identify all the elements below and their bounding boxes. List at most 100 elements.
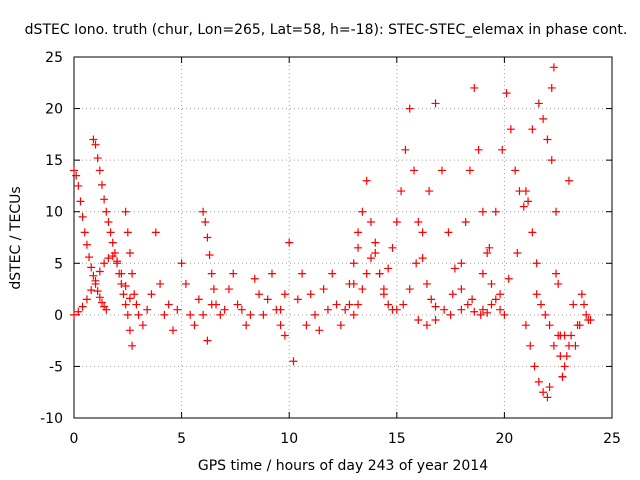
data-point xyxy=(541,310,550,319)
series-7 xyxy=(345,176,397,314)
data-point xyxy=(401,145,410,154)
data-point xyxy=(577,290,586,299)
data-point xyxy=(478,207,487,216)
data-point xyxy=(97,298,106,307)
data-point xyxy=(545,321,554,330)
data-point xyxy=(575,321,584,330)
x-axis-label: GPS time / hours of day 243 of year 2014 xyxy=(198,458,488,474)
data-point xyxy=(220,305,229,314)
data-point xyxy=(306,290,315,299)
series-2 xyxy=(70,252,134,319)
data-point xyxy=(199,207,208,216)
data-point xyxy=(298,269,307,278)
data-point xyxy=(267,269,276,278)
data-point xyxy=(280,290,289,299)
data-point xyxy=(246,310,255,319)
data-point xyxy=(440,305,449,314)
data-point xyxy=(160,310,169,319)
data-point xyxy=(255,290,264,299)
data-point xyxy=(177,259,186,268)
data-point xyxy=(560,362,569,371)
data-point xyxy=(569,300,578,309)
series-11 xyxy=(478,99,573,371)
data-point xyxy=(425,187,434,196)
data-points xyxy=(70,63,595,402)
data-point xyxy=(87,286,96,295)
data-point xyxy=(93,154,102,163)
axis-ticks: 0 5 10 15 20 25 -10 -5 0 5 10 15 20 25 xyxy=(40,50,621,447)
data-point xyxy=(199,310,208,319)
data-point xyxy=(513,248,522,257)
data-point xyxy=(431,302,440,311)
data-point xyxy=(470,307,479,316)
data-point xyxy=(457,305,466,314)
data-point xyxy=(554,279,563,288)
data-point xyxy=(354,228,363,237)
data-point xyxy=(496,305,505,314)
data-point xyxy=(405,285,414,294)
data-point xyxy=(362,269,371,278)
data-point xyxy=(125,248,134,257)
data-point xyxy=(341,305,350,314)
data-point xyxy=(465,166,474,175)
data-point xyxy=(584,316,593,325)
data-point xyxy=(85,253,94,262)
data-point xyxy=(388,243,397,252)
data-point xyxy=(528,228,537,237)
data-point xyxy=(76,197,85,206)
data-point xyxy=(128,341,137,350)
data-point xyxy=(89,135,98,144)
data-point xyxy=(74,307,83,316)
data-point xyxy=(209,285,218,294)
data-point xyxy=(498,145,507,154)
data-point xyxy=(485,243,494,252)
data-point xyxy=(582,310,591,319)
data-point xyxy=(392,218,401,227)
data-point xyxy=(168,326,177,335)
series-4 xyxy=(199,207,289,330)
data-point xyxy=(532,290,541,299)
data-point xyxy=(190,321,199,330)
data-point xyxy=(412,259,421,268)
data-point xyxy=(102,207,111,216)
data-point xyxy=(366,218,375,227)
data-point xyxy=(315,326,324,335)
data-point xyxy=(125,326,134,335)
data-point xyxy=(371,238,380,247)
data-point xyxy=(285,238,294,247)
x-tick-label: 0 xyxy=(70,431,79,447)
data-point xyxy=(91,140,100,149)
data-point xyxy=(358,207,367,216)
data-point xyxy=(212,300,221,309)
data-point xyxy=(567,331,576,340)
x-tick-label: 15 xyxy=(388,431,406,447)
data-point xyxy=(186,310,195,319)
data-point xyxy=(491,295,500,304)
data-point xyxy=(549,341,558,350)
data-point xyxy=(164,300,173,309)
data-point xyxy=(470,83,479,92)
data-point xyxy=(345,300,354,309)
data-point xyxy=(450,264,459,273)
data-point xyxy=(72,171,81,180)
data-point xyxy=(276,321,285,330)
data-point xyxy=(250,274,259,283)
data-point xyxy=(121,281,130,290)
data-point xyxy=(95,293,104,302)
data-point xyxy=(444,228,453,237)
data-point xyxy=(504,274,513,283)
data-point xyxy=(349,310,358,319)
data-point xyxy=(543,135,552,144)
data-point xyxy=(526,341,535,350)
y-tick-label: 0 xyxy=(54,308,63,324)
data-point xyxy=(147,290,156,299)
data-point xyxy=(536,300,545,309)
data-point xyxy=(519,202,528,211)
data-point xyxy=(358,285,367,294)
data-point xyxy=(224,285,233,294)
data-point xyxy=(502,89,511,98)
data-point xyxy=(457,259,466,268)
data-point xyxy=(474,145,483,154)
y-tick-label: -10 xyxy=(40,411,63,427)
